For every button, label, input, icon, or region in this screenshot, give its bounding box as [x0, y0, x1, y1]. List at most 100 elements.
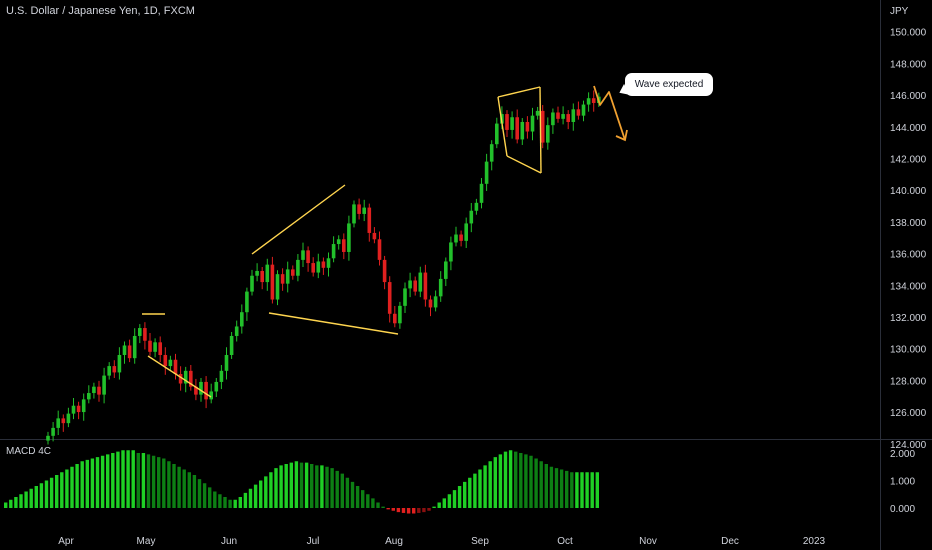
- candle-up[interactable]: [398, 305, 402, 324]
- candle-up[interactable]: [56, 418, 60, 428]
- candle-down[interactable]: [61, 418, 66, 424]
- candle-up[interactable]: [581, 104, 586, 116]
- candle-up[interactable]: [209, 391, 213, 400]
- candle-down[interactable]: [158, 342, 162, 355]
- candle-up[interactable]: [71, 405, 76, 414]
- candle-up[interactable]: [316, 261, 321, 273]
- candle-down[interactable]: [204, 381, 208, 400]
- candle-up[interactable]: [183, 370, 188, 384]
- candle-down[interactable]: [393, 313, 397, 324]
- candle-up[interactable]: [168, 359, 173, 367]
- candle-up[interactable]: [301, 250, 305, 260]
- candle-down[interactable]: [321, 261, 326, 268]
- candle-up[interactable]: [530, 115, 535, 132]
- candle-up[interactable]: [520, 121, 525, 140]
- candle-down[interactable]: [515, 117, 519, 140]
- candle-up[interactable]: [132, 335, 137, 359]
- candle-down[interactable]: [311, 263, 315, 273]
- candle-up[interactable]: [122, 345, 127, 355]
- candle-down[interactable]: [163, 354, 168, 367]
- candle-up[interactable]: [255, 270, 259, 276]
- candle-down[interactable]: [342, 239, 346, 252]
- candle-up[interactable]: [51, 427, 55, 436]
- candle-down[interactable]: [413, 280, 417, 292]
- candle-up[interactable]: [347, 223, 351, 252]
- candle-up[interactable]: [495, 123, 499, 145]
- candle-up[interactable]: [484, 161, 489, 184]
- candle-up[interactable]: [219, 370, 224, 382]
- candle-up[interactable]: [275, 274, 280, 300]
- candle-up[interactable]: [81, 399, 86, 413]
- candle-down[interactable]: [173, 359, 178, 375]
- candle-down[interactable]: [127, 345, 132, 359]
- candle-down[interactable]: [423, 272, 428, 300]
- candle-up[interactable]: [438, 278, 443, 297]
- candle-down[interactable]: [591, 98, 596, 103]
- candle-down[interactable]: [428, 299, 433, 308]
- candle-down[interactable]: [357, 204, 361, 214]
- wave-expected-callout[interactable]: Wave expected: [625, 73, 713, 96]
- candle-down[interactable]: [280, 274, 285, 284]
- candle-up[interactable]: [265, 264, 270, 283]
- candle-down[interactable]: [505, 114, 509, 130]
- candle-up[interactable]: [561, 114, 565, 119]
- candle-down[interactable]: [270, 264, 275, 300]
- candle-up[interactable]: [444, 261, 448, 279]
- candle-down[interactable]: [112, 366, 117, 373]
- candle-up[interactable]: [586, 98, 591, 105]
- candle-down[interactable]: [76, 405, 81, 413]
- candle-up[interactable]: [102, 375, 106, 395]
- candle-up[interactable]: [66, 413, 71, 424]
- candle-up[interactable]: [250, 275, 254, 292]
- candle-down[interactable]: [576, 109, 581, 116]
- candle-up[interactable]: [469, 210, 474, 224]
- candle-up[interactable]: [408, 280, 412, 289]
- candle-down[interactable]: [525, 121, 530, 132]
- candle-up[interactable]: [46, 435, 50, 441]
- candle-up[interactable]: [464, 223, 468, 241]
- candle-up[interactable]: [214, 381, 219, 392]
- candle-down[interactable]: [372, 232, 377, 240]
- candle-up[interactable]: [454, 234, 458, 243]
- candle-up[interactable]: [551, 112, 555, 126]
- candle-up[interactable]: [92, 386, 96, 394]
- candle-up[interactable]: [403, 288, 407, 306]
- candle-up[interactable]: [362, 207, 366, 214]
- candle-down[interactable]: [143, 328, 147, 341]
- candle-down[interactable]: [306, 250, 310, 264]
- candle-down[interactable]: [291, 269, 295, 276]
- candle-up[interactable]: [240, 312, 244, 327]
- candle-up[interactable]: [245, 291, 249, 313]
- candle-up[interactable]: [352, 204, 356, 224]
- candle-down[interactable]: [556, 112, 560, 119]
- candle-up[interactable]: [296, 259, 300, 276]
- candle-down[interactable]: [148, 340, 152, 352]
- candle-down[interactable]: [382, 259, 387, 283]
- candle-up[interactable]: [479, 183, 484, 203]
- candle-up[interactable]: [571, 109, 576, 122]
- candle-up[interactable]: [326, 258, 331, 268]
- candle-down[interactable]: [178, 374, 183, 384]
- candle-up[interactable]: [546, 125, 550, 143]
- candle-up[interactable]: [449, 242, 453, 262]
- candle-up[interactable]: [224, 354, 229, 371]
- candle-up[interactable]: [433, 296, 438, 308]
- candle-up[interactable]: [229, 335, 234, 355]
- candle-up[interactable]: [153, 342, 157, 352]
- candle-up[interactable]: [285, 269, 290, 284]
- candle-up[interactable]: [117, 354, 122, 373]
- candle-up[interactable]: [336, 239, 341, 245]
- candle-up[interactable]: [489, 144, 494, 162]
- candle-up[interactable]: [234, 326, 239, 336]
- candle-up[interactable]: [331, 244, 336, 259]
- candle-down[interactable]: [566, 114, 570, 122]
- candle-up[interactable]: [535, 110, 540, 116]
- candle-down[interactable]: [260, 270, 264, 283]
- candle-down[interactable]: [459, 234, 463, 241]
- candle-down[interactable]: [377, 239, 382, 260]
- candle-up[interactable]: [418, 272, 423, 292]
- candle-up[interactable]: [87, 393, 91, 400]
- candle-down[interactable]: [540, 110, 545, 143]
- candle-down[interactable]: [194, 386, 198, 395]
